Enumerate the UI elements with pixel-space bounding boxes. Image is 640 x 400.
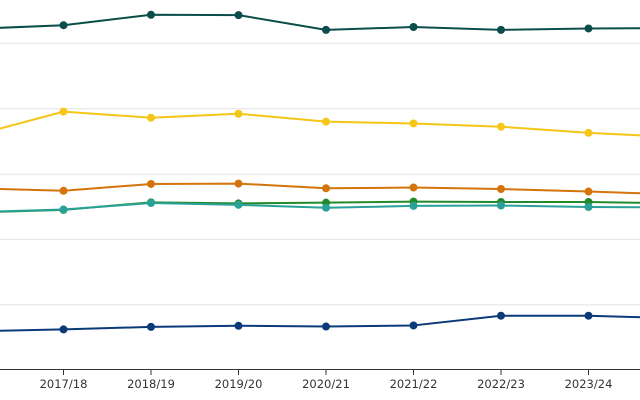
- data-point-s2-7[interactable]: [584, 187, 593, 196]
- x-tick-label: 2021/22: [390, 377, 438, 391]
- data-point-s0-2[interactable]: [147, 10, 155, 19]
- series-layer: [0, 10, 640, 334]
- data-point-s0-3[interactable]: [234, 11, 243, 20]
- x-tick-label: 2018/19: [127, 377, 175, 391]
- data-point-s4-5[interactable]: [409, 201, 418, 210]
- data-point-s4-2[interactable]: [147, 199, 155, 208]
- x-axis: 2017/18 2018/19 2019/20 2020/21 2021/22 2022/…: [0, 369, 640, 391]
- x-tick-label: 2022/23: [477, 377, 525, 391]
- x-tick-label: 2020/21: [302, 377, 350, 391]
- series-line-5: [0, 314, 640, 332]
- data-point-s4-3[interactable]: [234, 200, 243, 209]
- x-tick-label: 2019/20: [215, 377, 263, 391]
- data-point-s5-1[interactable]: [59, 325, 68, 334]
- data-point-s1-6[interactable]: [497, 122, 505, 131]
- x-tick-label: 2023/24: [565, 377, 613, 391]
- x-tick-label: 2017/18: [40, 377, 88, 391]
- data-point-s0-7[interactable]: [584, 24, 593, 33]
- data-point-s1-5[interactable]: [409, 119, 418, 128]
- data-point-s0-1[interactable]: [59, 21, 68, 30]
- data-point-s4-1[interactable]: [59, 205, 68, 214]
- data-point-s5-3[interactable]: [234, 321, 243, 330]
- series-line-1: [0, 110, 640, 137]
- data-point-s4-4[interactable]: [322, 203, 330, 212]
- grid-lines: [0, 42, 640, 306]
- data-point-s2-3[interactable]: [234, 179, 243, 188]
- series-line-4: [0, 202, 640, 213]
- data-point-s1-1[interactable]: [59, 107, 68, 116]
- data-point-s5-4[interactable]: [322, 322, 330, 331]
- data-point-s1-4[interactable]: [322, 117, 330, 126]
- data-point-s5-5[interactable]: [409, 321, 418, 330]
- data-point-s0-6[interactable]: [497, 25, 505, 34]
- data-point-s0-5[interactable]: [409, 23, 418, 31]
- data-point-s1-3[interactable]: [234, 109, 243, 118]
- data-point-s5-6[interactable]: [497, 311, 505, 320]
- series-line-0: [0, 13, 640, 31]
- data-point-s1-2[interactable]: [147, 113, 155, 122]
- data-point-s2-2[interactable]: [147, 179, 155, 188]
- data-point-s2-1[interactable]: [59, 186, 68, 195]
- data-point-s5-2[interactable]: [147, 322, 155, 331]
- data-point-s1-7[interactable]: [584, 128, 593, 137]
- data-point-s2-5[interactable]: [409, 183, 418, 192]
- data-point-s4-7[interactable]: [584, 203, 593, 211]
- data-point-s0-4[interactable]: [322, 25, 330, 34]
- data-point-s2-6[interactable]: [497, 185, 505, 193]
- series-line-2: [0, 182, 640, 195]
- data-point-s2-4[interactable]: [322, 184, 330, 193]
- data-point-s5-7[interactable]: [584, 311, 593, 320]
- data-point-s4-6[interactable]: [497, 201, 505, 210]
